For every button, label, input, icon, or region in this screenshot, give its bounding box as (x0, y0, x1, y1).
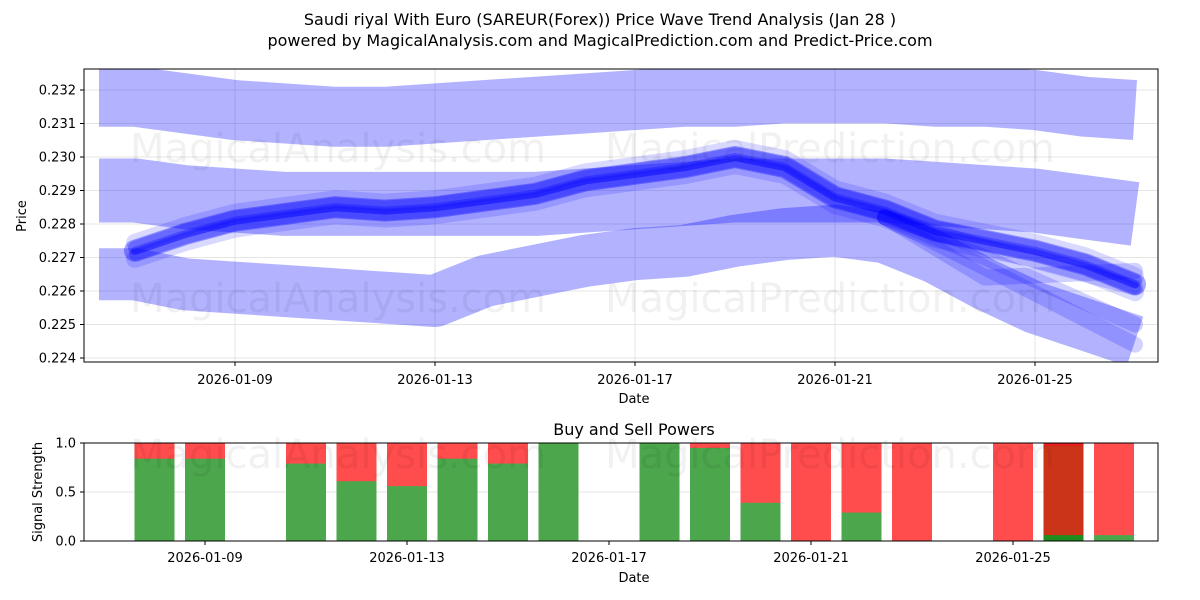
y-tick-label: 0.0 (55, 535, 76, 550)
watermark-text: MagicalPrediction.com (605, 276, 1055, 322)
x-tick-label: 2026-01-25 (997, 373, 1073, 388)
watermark-text: MagicalAnalysis.com (130, 276, 546, 322)
chart-canvas: MagicalAnalysis.com MagicalPrediction.com… (0, 0, 1200, 600)
x-tick-label: 2026-01-21 (797, 373, 873, 388)
signal-bar (1094, 443, 1134, 541)
signal-x-axis: 2026-01-09 2026-01-13 2026-01-17 2026-01-21… (167, 541, 1051, 566)
price-y-axis: 0.224 0.225 0.226 0.227 0.228 0.229 0.230 0.231… (39, 84, 84, 367)
watermark-text: MagicalAnalysis.com (130, 432, 546, 478)
price-x-axis: 2026-01-09 2026-01-13 2026-01-17 2026-01-21… (197, 362, 1073, 388)
buy-power-bar (1044, 535, 1084, 541)
x-tick-label: 2026-01-25 (975, 551, 1051, 566)
signal-y-axis-label: Signal Strength (31, 442, 46, 542)
x-tick-label: 2026-01-21 (773, 551, 849, 566)
y-tick-label: 0.232 (39, 84, 76, 99)
price-x-axis-label: Date (618, 392, 649, 407)
sell-power-bar (1094, 443, 1134, 541)
buy-power-bar (741, 503, 781, 541)
watermark-text: MagicalPrediction.com (605, 432, 1055, 478)
buy-power-bar (387, 486, 427, 541)
signal-x-axis-label: Date (618, 571, 649, 586)
y-tick-label: 0.5 (55, 486, 76, 501)
y-tick-label: 0.230 (39, 151, 76, 166)
buy-power-bar (1094, 535, 1134, 541)
watermark-text: MagicalAnalysis.com (130, 126, 546, 172)
x-tick-label: 2026-01-13 (369, 551, 445, 566)
y-tick-label: 0.225 (39, 318, 76, 333)
x-tick-label: 2026-01-13 (397, 373, 473, 388)
x-tick-label: 2026-01-17 (571, 551, 647, 566)
y-tick-label: 1.0 (55, 437, 76, 452)
signal-y-axis: 0.0 0.5 1.0 (55, 437, 84, 550)
price-y-axis-label: Price (15, 200, 30, 232)
buy-power-bar (842, 513, 882, 541)
watermark-text: MagicalPrediction.com (605, 126, 1055, 172)
y-tick-label: 0.229 (39, 184, 76, 199)
y-tick-label: 0.226 (39, 285, 76, 300)
y-tick-label: 0.227 (39, 251, 76, 266)
wave-band (99, 93, 1135, 116)
x-tick-label: 2026-01-17 (597, 373, 673, 388)
buy-power-bar (337, 481, 377, 541)
y-tick-label: 0.231 (39, 117, 76, 132)
y-tick-label: 0.228 (39, 218, 76, 233)
x-tick-label: 2026-01-09 (197, 373, 273, 388)
y-tick-label: 0.224 (39, 352, 76, 367)
x-tick-label: 2026-01-09 (167, 551, 243, 566)
